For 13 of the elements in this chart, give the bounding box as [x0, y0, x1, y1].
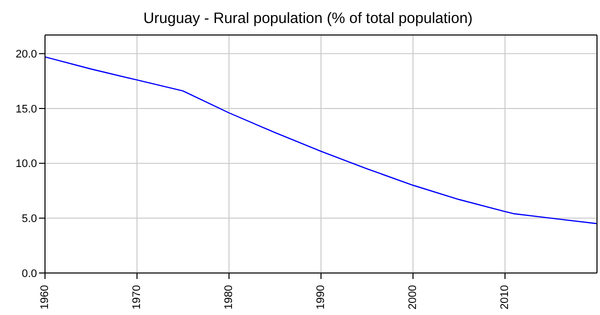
y-tick-label: 5.0	[22, 213, 37, 226]
x-tick-label: 2010	[499, 285, 511, 310]
x-tick-label: 2000	[407, 285, 419, 310]
chart-title: Uruguay - Rural population (% of total population)	[142, 10, 474, 27]
y-tick-label: 0.0	[22, 268, 37, 280]
line-series	[45, 56, 597, 224]
x-tick-label: 1970	[131, 285, 143, 310]
y-tick-label: 15.0	[16, 103, 37, 116]
y-tick-label: 20.0	[16, 48, 37, 61]
x-tick-label: 1960	[39, 285, 51, 310]
y-tick-label: 10.0	[16, 158, 37, 170]
x-tick-label: 1980	[223, 285, 235, 310]
x-tick-label: 1990	[315, 285, 327, 310]
